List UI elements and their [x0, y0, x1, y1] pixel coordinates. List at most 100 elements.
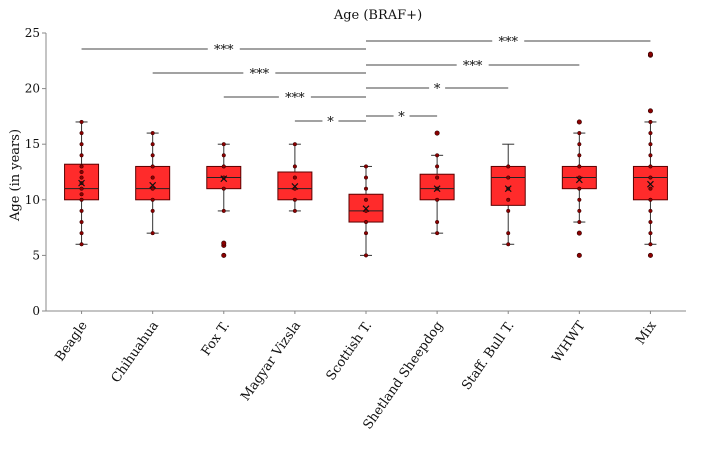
significance-bracket: ***	[366, 59, 580, 74]
box-fox-t-	[206, 142, 242, 258]
y-tick-label: 20	[25, 82, 40, 96]
data-point	[292, 142, 297, 147]
significance-bracket: ***	[152, 67, 366, 82]
data-point	[150, 164, 155, 169]
data-point	[150, 197, 155, 202]
significance-label: ***	[498, 35, 518, 50]
mean-marker	[647, 180, 654, 188]
data-point	[363, 231, 369, 236]
box-magyar-vizsla	[277, 142, 313, 213]
data-point	[577, 131, 582, 136]
data-point	[648, 186, 653, 191]
data-point	[150, 153, 155, 158]
data-point	[435, 164, 440, 169]
x-tick-label: Fox T.	[199, 319, 233, 359]
data-point	[648, 219, 653, 225]
y-tick-label: 10	[25, 193, 40, 207]
data-point	[150, 231, 155, 236]
mean-marker	[433, 185, 441, 193]
mean-marker	[149, 181, 157, 189]
data-point	[221, 142, 226, 147]
mean-marker	[78, 179, 85, 187]
data-point	[577, 208, 582, 213]
x-tick-label: Staff. Bull T.	[459, 319, 517, 393]
x-tick-label: Scottish T.	[324, 319, 376, 384]
data-point	[363, 197, 369, 202]
data-point	[79, 119, 84, 125]
y-tick-label: 0	[32, 304, 40, 318]
data-point	[577, 197, 582, 202]
data-point	[648, 197, 653, 202]
y-tick-label: 5	[32, 248, 40, 262]
significance-label: *	[327, 115, 334, 130]
data-point	[221, 186, 226, 191]
data-point	[79, 186, 84, 191]
data-point	[363, 186, 369, 191]
data-point	[648, 119, 653, 125]
significance-bracket: ***	[366, 35, 651, 50]
data-point	[506, 175, 511, 180]
data-point	[648, 242, 653, 247]
data-point	[79, 219, 84, 225]
data-point	[79, 175, 84, 180]
data-point	[506, 242, 511, 247]
data-point	[79, 208, 84, 213]
data-point	[435, 231, 440, 236]
data-point	[435, 197, 440, 202]
significance-label: ***	[285, 91, 305, 106]
mean-marker	[362, 205, 370, 213]
outlier-point	[576, 119, 582, 125]
significance-bracket: *	[366, 82, 509, 97]
outlier-point	[647, 108, 653, 114]
significance-label: ***	[250, 67, 270, 82]
box-shetland-sheepdog	[419, 130, 455, 236]
outlier-point	[434, 130, 440, 136]
data-point	[506, 164, 511, 169]
data-point	[150, 208, 155, 213]
data-point	[363, 219, 369, 225]
data-point	[648, 175, 653, 180]
x-tick-labels: Beagle Chihuahua Fox T. Magyar Vizsla Scotti…	[53, 311, 660, 432]
data-point	[363, 253, 369, 258]
data-point	[506, 197, 511, 202]
iqr-box	[135, 165, 171, 201]
mean-marker	[504, 185, 512, 193]
x-tick-label: Chihuahua	[109, 318, 162, 385]
x-tick-label: Magyar Vizsla	[238, 318, 304, 403]
data-point	[79, 164, 84, 169]
outlier-point	[647, 252, 653, 258]
data-point	[79, 192, 84, 197]
outlier-point	[221, 240, 227, 246]
chart-title: Age (BRAF+)	[333, 8, 422, 23]
data-point	[79, 169, 84, 175]
data-point	[648, 208, 653, 213]
data-point	[506, 231, 511, 236]
data-point	[506, 208, 511, 213]
data-point	[150, 186, 155, 191]
data-point	[150, 175, 155, 180]
box-staff-bull-t-	[490, 143, 526, 247]
box-mix	[632, 51, 668, 258]
box-chihuahua	[135, 131, 171, 236]
x-tick-label: Mix	[633, 318, 660, 347]
outlier-point	[576, 252, 582, 258]
data-point	[577, 153, 582, 158]
data-point	[363, 164, 369, 169]
y-tick-label: 15	[25, 137, 40, 151]
data-point	[79, 242, 84, 247]
data-point	[292, 164, 297, 169]
data-point	[648, 131, 653, 136]
data-point	[577, 219, 582, 225]
data-point	[435, 175, 440, 180]
mean-marker	[291, 183, 299, 190]
data-point	[221, 153, 226, 158]
significance-bracket: *	[294, 115, 366, 130]
data-point	[648, 164, 653, 169]
data-point	[435, 153, 440, 158]
data-point	[79, 142, 84, 147]
data-point	[79, 231, 84, 236]
data-point	[79, 197, 84, 202]
boxes-layer	[64, 51, 668, 258]
mean-marker	[575, 176, 583, 184]
significance-layer: ********** ********	[81, 35, 651, 130]
